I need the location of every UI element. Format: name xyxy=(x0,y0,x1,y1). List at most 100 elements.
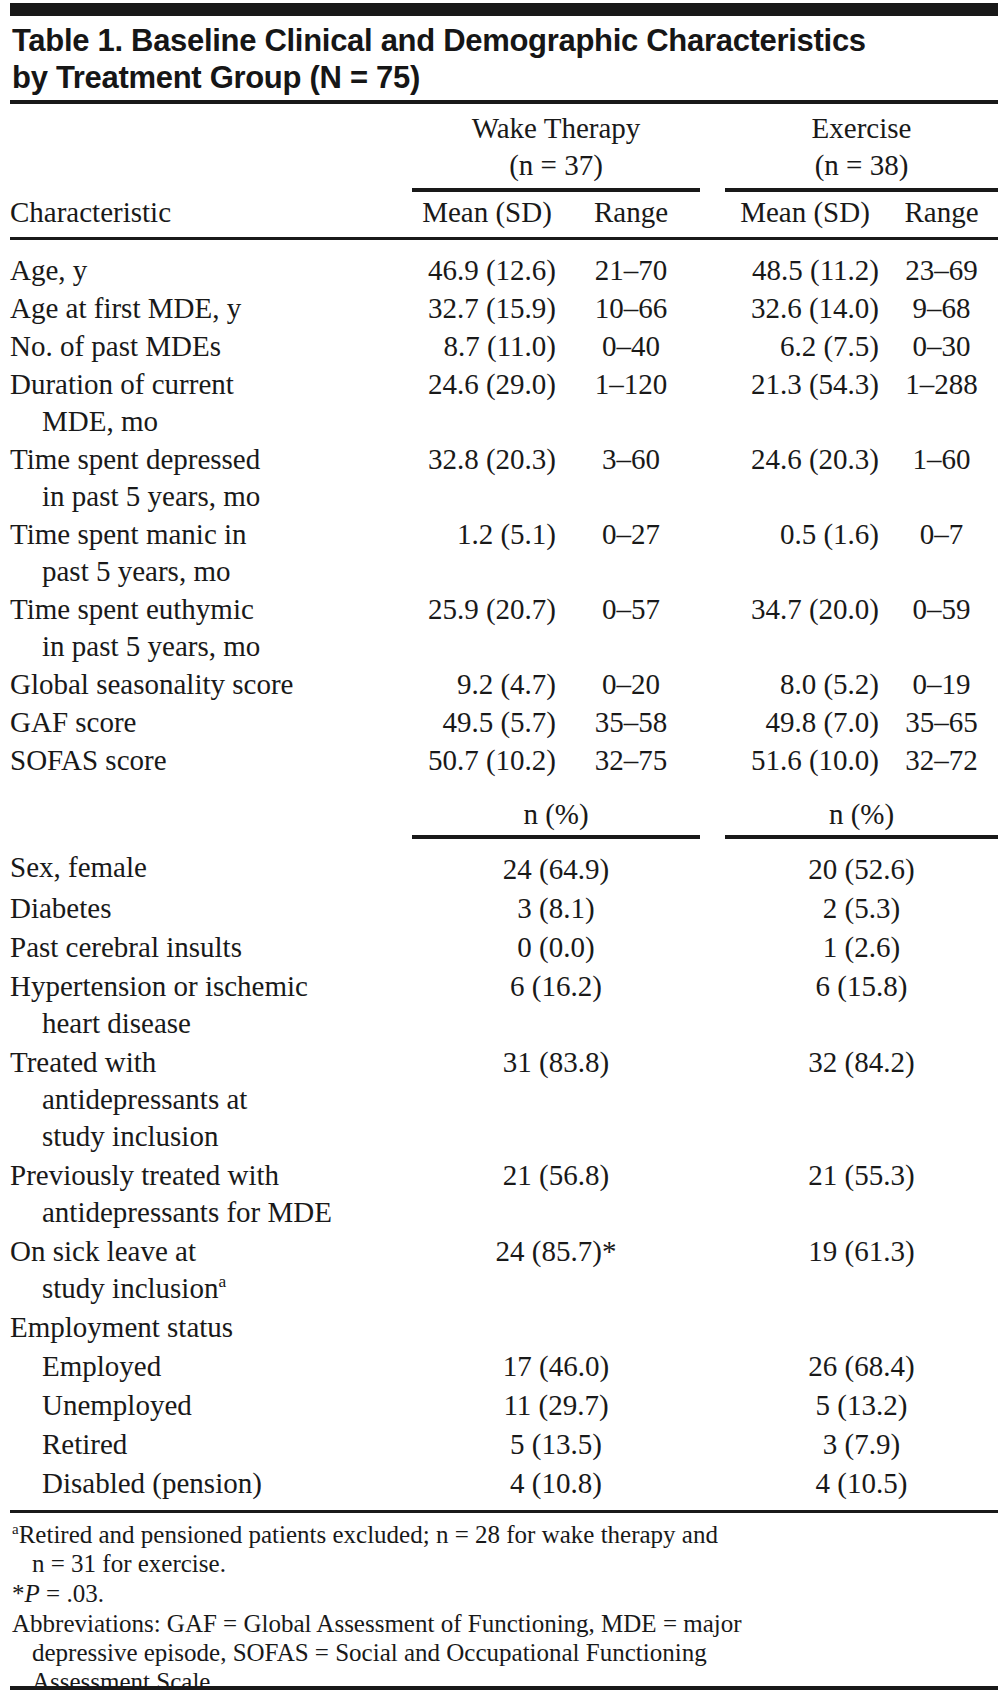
mean-sd-cell-exercise: 0.5 (1.6) xyxy=(725,516,885,591)
column-header-row: Characteristic Mean (SD) Range Mean (SD)… xyxy=(10,190,998,239)
pct-header-exercise: n (%) xyxy=(725,780,998,837)
mean-sd-cell-wake: 32.7 (15.9) xyxy=(412,290,562,328)
table-title: Table 1. Baseline Clinical and Demograph… xyxy=(10,16,998,100)
column-gap xyxy=(700,1309,725,1348)
n-pct-cell-wake: 11 (29.7) xyxy=(412,1387,700,1426)
characteristic-cell: Employed xyxy=(10,1348,412,1387)
n-pct-cell-wake: 24 (85.7)* xyxy=(412,1233,700,1309)
n-pct-cell-wake: 4 (10.8) xyxy=(412,1465,700,1510)
column-gap xyxy=(700,1233,725,1309)
range-cell-wake: 32–75 xyxy=(562,742,700,780)
characteristic-cell: Retired xyxy=(10,1426,412,1465)
characteristic-cell: Previously treated with antidepressants … xyxy=(10,1157,412,1233)
table-row: Age at first MDE, y32.7 (15.9)10–6632.6 … xyxy=(10,290,998,328)
n-pct-cell-exercise: 1 (2.6) xyxy=(725,929,998,968)
column-gap xyxy=(700,104,725,147)
column-gap xyxy=(700,1348,725,1387)
characteristic-cell: On sick leave at study inclusiona xyxy=(10,1233,412,1309)
mean-sd-cell-wake: 1.2 (5.1) xyxy=(412,516,562,591)
characteristic-cell: Treated with antidepressants at study in… xyxy=(10,1044,412,1157)
n-pct-cell-wake: 3 (8.1) xyxy=(412,890,700,929)
range-cell-exercise: 0–19 xyxy=(885,666,998,704)
journal-table-page: Table 1. Baseline Clinical and Demograph… xyxy=(0,0,1008,1698)
mean-sd-cell-exercise: 6.2 (7.5) xyxy=(725,328,885,366)
column-gap xyxy=(700,516,725,591)
mean-sd-cell-exercise: 51.6 (10.0) xyxy=(725,742,885,780)
mean-sd-cell-exercise: 49.8 (7.0) xyxy=(725,704,885,742)
table-bottom-rule xyxy=(10,1510,998,1513)
column-gap xyxy=(700,1387,725,1426)
column-gap xyxy=(700,441,725,516)
n-pct-cell-wake: 0 (0.0) xyxy=(412,929,700,968)
footnote: *P = .03. xyxy=(12,1579,998,1608)
column-gap xyxy=(700,1044,725,1157)
column-gap xyxy=(700,968,725,1044)
table-header: Wake Therapy Exercise (n = 37) (n = 38) … xyxy=(10,104,998,239)
table-row: Global seasonality score9.2 (4.7)0–208.0… xyxy=(10,666,998,704)
table-row: GAF score49.5 (5.7)35–5849.8 (7.0)35–65 xyxy=(10,704,998,742)
group-name-row: Wake Therapy Exercise xyxy=(10,104,998,147)
mean-sd-cell-wake: 49.5 (5.7) xyxy=(412,704,562,742)
n-pct-cell-exercise: 21 (55.3) xyxy=(725,1157,998,1233)
characteristic-cell: Age at first MDE, y xyxy=(10,290,412,328)
footnote-text: a xyxy=(12,1521,19,1537)
n-pct-cell-wake xyxy=(412,1309,700,1348)
group-header-wake-therapy: Wake Therapy xyxy=(412,104,700,147)
range-cell-exercise: 0–59 xyxy=(885,591,998,666)
categorical-section: n (%) n (%) Sex, female24 (64.9)20 (52.6… xyxy=(10,780,998,1510)
table-row: On sick leave at study inclusiona24 (85.… xyxy=(10,1233,998,1309)
column-gap xyxy=(700,780,725,837)
n-pct-cell-wake: 17 (46.0) xyxy=(412,1348,700,1387)
characteristic-cell: Diabetes xyxy=(10,890,412,929)
column-gap xyxy=(700,890,725,929)
characteristic-cell: Sex, female xyxy=(10,837,412,890)
mean-sd-cell-wake: 8.7 (11.0) xyxy=(412,328,562,366)
table-row: Past cerebral insults0 (0.0) 1 (2.6) xyxy=(10,929,998,968)
empty-cell xyxy=(10,780,412,837)
range-header-wake: Range xyxy=(562,190,700,239)
mean-sd-cell-wake: 24.6 (29.0) xyxy=(412,366,562,441)
footnote: Abbreviations: GAF = Global Assessment o… xyxy=(12,1609,998,1696)
mean-sd-cell-exercise: 21.3 (54.3) xyxy=(725,366,885,441)
characteristic-cell: No. of past MDEs xyxy=(10,328,412,366)
footnotes: aRetired and pensioned patients excluded… xyxy=(10,1520,998,1696)
range-cell-exercise: 1–288 xyxy=(885,366,998,441)
footnote-text: * xyxy=(12,1580,25,1607)
n-pct-cell-exercise: 3 (7.9) xyxy=(725,1426,998,1465)
column-gap xyxy=(700,366,725,441)
column-gap xyxy=(700,742,725,780)
range-cell-exercise: 23–69 xyxy=(885,239,998,291)
table-row: Employed17 (46.0) 26 (68.4) xyxy=(10,1348,998,1387)
column-gap xyxy=(700,328,725,366)
n-pct-cell-exercise: 26 (68.4) xyxy=(725,1348,998,1387)
mean-sd-cell-exercise: 24.6 (20.3) xyxy=(725,441,885,516)
footnote-text: Abbreviations: GAF = Global Assessment o… xyxy=(12,1610,742,1695)
column-gap xyxy=(700,290,725,328)
footnote-marker: a xyxy=(218,1271,226,1291)
baseline-characteristics-table: Wake Therapy Exercise (n = 37) (n = 38) … xyxy=(10,104,998,1510)
n-pct-cell-wake: 31 (83.8) xyxy=(412,1044,700,1157)
n-pct-cell-wake: 5 (13.5) xyxy=(412,1426,700,1465)
table-row: Time spent depressed in past 5 years, mo… xyxy=(10,441,998,516)
footnote-text: = .03. xyxy=(40,1580,104,1607)
table-row: Time spent euthymic in past 5 years, mo2… xyxy=(10,591,998,666)
characteristic-cell: Time spent depressed in past 5 years, mo xyxy=(10,441,412,516)
characteristic-cell: Age, y xyxy=(10,239,412,291)
characteristic-cell: Disabled (pension) xyxy=(10,1465,412,1510)
characteristic-cell: Past cerebral insults xyxy=(10,929,412,968)
footnote-text: Retired and pensioned patients excluded;… xyxy=(19,1521,718,1577)
range-cell-wake: 35–58 xyxy=(562,704,700,742)
table-row: Previously treated with antidepressants … xyxy=(10,1157,998,1233)
n-pct-cell-exercise: 5 (13.2) xyxy=(725,1387,998,1426)
table-row: Employment status xyxy=(10,1309,998,1348)
group-n-row: (n = 37) (n = 38) xyxy=(10,147,998,190)
page-bottom-rule xyxy=(10,1686,998,1690)
range-cell-wake: 0–27 xyxy=(562,516,700,591)
range-cell-exercise: 32–72 xyxy=(885,742,998,780)
continuous-section: Age, y46.9 (12.6)21–7048.5 (11.2)23–69Ag… xyxy=(10,239,998,781)
column-gap xyxy=(700,239,725,291)
table-row: Treated with antidepressants at study in… xyxy=(10,1044,998,1157)
group-n-exercise: (n = 38) xyxy=(725,147,998,190)
characteristic-cell: Global seasonality score xyxy=(10,666,412,704)
table-row: No. of past MDEs8.7 (11.0)0–406.2 (7.5)0… xyxy=(10,328,998,366)
